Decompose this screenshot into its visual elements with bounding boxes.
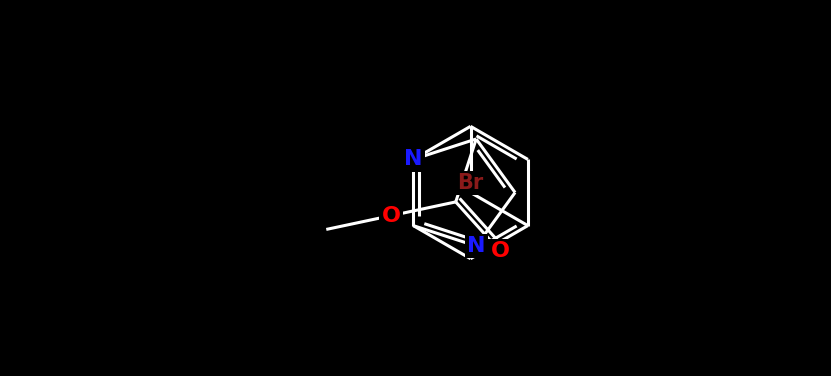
Text: N: N	[467, 236, 485, 256]
Text: O: O	[381, 206, 401, 226]
Text: N: N	[404, 149, 422, 170]
Text: O: O	[490, 241, 509, 261]
Text: Br: Br	[457, 173, 484, 193]
